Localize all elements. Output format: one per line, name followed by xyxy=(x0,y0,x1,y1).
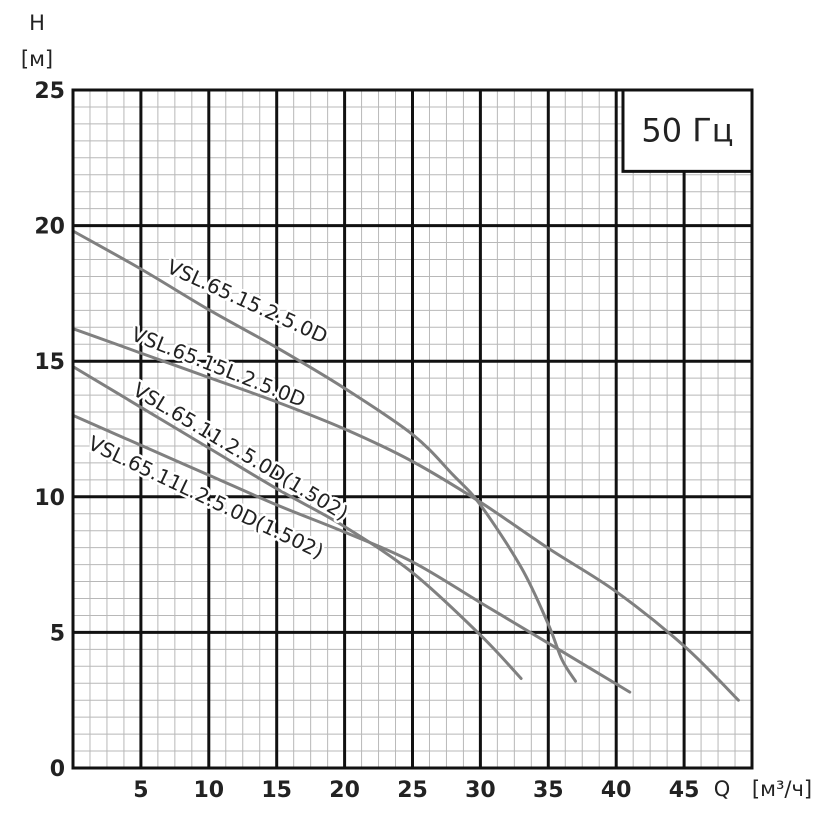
x-axis-label: Q xyxy=(714,777,731,801)
y-tick-label: 20 xyxy=(34,215,65,240)
x-tick-label: 35 xyxy=(533,778,564,803)
plot-frame xyxy=(71,88,754,770)
curve-label-series-1: VSL.65.15.2.5.0D xyxy=(163,254,331,348)
y-tick-label: 0 xyxy=(50,757,65,782)
y-axis-unit: [м] xyxy=(21,47,53,71)
curve-series-2 xyxy=(71,327,740,702)
y-tick-label: 5 xyxy=(50,621,65,646)
y-tick-labels: 0 5 10 15 20 25 xyxy=(34,79,65,782)
y-tick-label: 15 xyxy=(34,350,65,375)
x-axis-unit: [м³/ч] xyxy=(752,777,812,801)
x-tick-label: 30 xyxy=(465,778,496,803)
x-tick-label: 5 xyxy=(133,778,148,803)
x-tick-label: 25 xyxy=(397,778,428,803)
y-tick-label: 10 xyxy=(34,486,65,511)
curves xyxy=(71,229,740,702)
x-tick-label: 20 xyxy=(329,778,360,803)
curve-series-3 xyxy=(71,365,523,680)
y-axis-label: H xyxy=(29,11,45,35)
frequency-box-background xyxy=(621,88,754,173)
x-tick-label: 40 xyxy=(601,778,632,803)
curve-labels: VSL.65.15.2.5.0DVSL.65.15L.2.5.0DVSL.65.… xyxy=(82,252,355,566)
frequency-box: 50 Гц xyxy=(621,88,754,173)
curve-series-4 xyxy=(71,413,632,694)
x-tick-label: 10 xyxy=(193,778,224,803)
curve-series-1 xyxy=(71,229,577,683)
frequency-label: 50 Гц xyxy=(641,112,733,150)
x-tick-labels: 5 10 15 20 25 30 35 40 45 xyxy=(133,778,699,803)
y-tick-label: 25 xyxy=(34,79,65,104)
x-tick-label: 45 xyxy=(669,778,700,803)
x-tick-label: 15 xyxy=(261,778,292,803)
